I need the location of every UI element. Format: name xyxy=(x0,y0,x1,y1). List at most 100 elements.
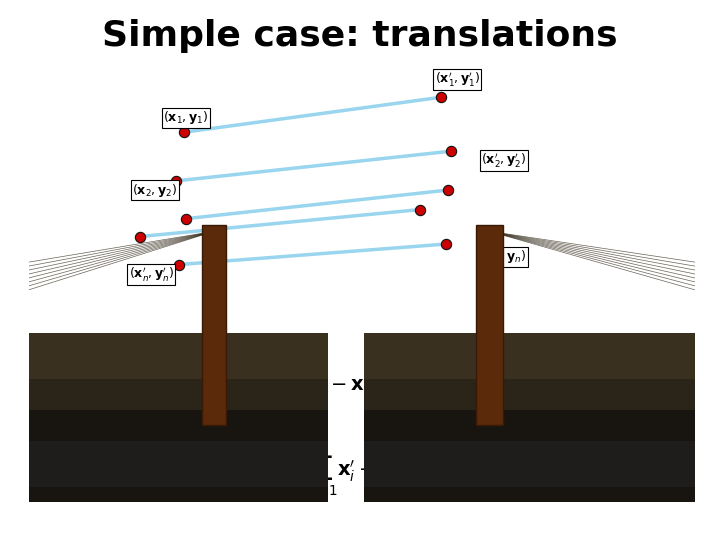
Bar xyxy=(29,342,328,346)
Bar xyxy=(364,341,695,345)
Bar xyxy=(29,345,328,348)
Bar xyxy=(29,342,328,346)
Bar xyxy=(29,341,328,345)
Bar xyxy=(29,345,328,348)
Bar xyxy=(364,343,695,347)
Bar xyxy=(29,343,328,347)
Point xyxy=(445,147,456,156)
Bar xyxy=(364,344,695,348)
Bar xyxy=(364,343,695,347)
Bar xyxy=(364,344,695,348)
Bar xyxy=(29,343,328,347)
Bar xyxy=(29,342,328,346)
Bar xyxy=(364,344,695,348)
Bar xyxy=(364,344,695,348)
Bar xyxy=(29,343,328,347)
Bar xyxy=(29,341,328,345)
Point xyxy=(135,232,146,241)
Bar xyxy=(29,342,328,346)
Bar xyxy=(29,344,328,348)
Bar xyxy=(29,341,328,345)
Bar xyxy=(364,333,695,385)
Bar xyxy=(364,341,695,345)
Bar xyxy=(364,379,695,416)
Text: Simple case: translations: Simple case: translations xyxy=(102,19,618,53)
Bar xyxy=(364,343,695,347)
Bar xyxy=(364,344,695,348)
Bar xyxy=(29,341,328,345)
Bar xyxy=(29,343,328,347)
Bar xyxy=(29,343,328,347)
Bar xyxy=(364,342,695,346)
Point xyxy=(171,177,182,185)
Bar xyxy=(364,345,695,348)
Bar xyxy=(364,343,695,347)
Bar xyxy=(364,341,695,345)
Bar xyxy=(364,341,695,345)
Bar xyxy=(29,343,328,348)
Bar xyxy=(202,225,226,426)
Text: $(\mathbf{x}_2^{\prime}, \mathbf{y}_2^{\prime})$: $(\mathbf{x}_2^{\prime}, \mathbf{y}_2^{\… xyxy=(481,151,527,170)
Bar xyxy=(29,410,328,502)
Point xyxy=(178,128,189,137)
Bar xyxy=(364,341,695,345)
Text: $(\mathbf{x}_n^{\prime}, \mathbf{y}_n^{\prime})$: $(\mathbf{x}_n^{\prime}, \mathbf{y}_n^{\… xyxy=(129,265,174,284)
Bar xyxy=(29,344,328,348)
Bar xyxy=(364,345,695,348)
Bar xyxy=(29,342,328,346)
Bar xyxy=(29,342,328,346)
Bar xyxy=(29,343,328,347)
Point xyxy=(442,186,454,194)
Bar xyxy=(364,342,695,346)
Bar xyxy=(364,342,695,346)
Bar xyxy=(29,343,328,347)
Point xyxy=(440,240,451,248)
Bar xyxy=(29,342,328,346)
Bar xyxy=(364,343,695,347)
Text: Displacement of match $i$ =: Displacement of match $i$ = xyxy=(112,376,316,396)
Bar xyxy=(29,343,328,347)
Bar xyxy=(29,342,328,346)
Text: $(\mathbf{x}_1, \mathbf{y}_1)$: $(\mathbf{x}_1, \mathbf{y}_1)$ xyxy=(163,109,209,126)
Bar xyxy=(364,343,695,347)
Bar xyxy=(364,342,695,346)
Text: $(\mathbf{x}_2, \mathbf{y}_2)$: $(\mathbf{x}_2, \mathbf{y}_2)$ xyxy=(132,181,178,199)
Bar xyxy=(364,341,695,345)
Bar xyxy=(29,345,328,348)
Text: $(\mathbf{x}_n, \mathbf{y}_n)$: $(\mathbf{x}_n, \mathbf{y}_n)$ xyxy=(482,248,526,265)
Bar xyxy=(29,333,328,385)
Bar xyxy=(364,441,695,487)
Point xyxy=(436,93,447,102)
Bar xyxy=(364,342,695,346)
Bar xyxy=(29,344,328,348)
Bar xyxy=(29,343,328,347)
Bar xyxy=(29,341,328,345)
Text: $\left(\mathbf{x}_i^{\prime} - \mathbf{x}_i,\; \mathbf{y}_i^{\prime} - \mathbf{y: $\left(\mathbf{x}_i^{\prime} - \mathbf{x… xyxy=(302,373,449,399)
Bar xyxy=(29,344,328,348)
Bar xyxy=(29,341,328,345)
Bar xyxy=(364,343,695,347)
Bar xyxy=(29,344,328,348)
Bar xyxy=(29,342,328,346)
Bar xyxy=(364,341,695,345)
Bar xyxy=(364,341,695,345)
Bar xyxy=(364,343,695,347)
Bar xyxy=(29,341,328,345)
Bar xyxy=(364,342,695,346)
Bar xyxy=(364,342,695,346)
Bar xyxy=(476,225,503,426)
Point xyxy=(173,260,184,269)
Bar xyxy=(29,343,328,347)
Bar xyxy=(364,345,695,348)
Text: $\left(\mathbf{x}_t, \mathbf{y}_t\right) = \left(\dfrac{1}{n}\sum_{i=1}^{n}\math: $\left(\mathbf{x}_t, \mathbf{y}_t\right)… xyxy=(193,441,527,498)
Bar xyxy=(29,342,328,346)
Bar xyxy=(364,341,695,345)
Bar xyxy=(29,379,328,416)
Bar xyxy=(364,342,695,346)
Bar xyxy=(364,343,695,348)
Bar xyxy=(29,342,328,347)
Bar xyxy=(364,410,695,502)
Bar xyxy=(364,342,695,346)
Bar xyxy=(364,342,695,347)
Bar xyxy=(364,342,695,346)
